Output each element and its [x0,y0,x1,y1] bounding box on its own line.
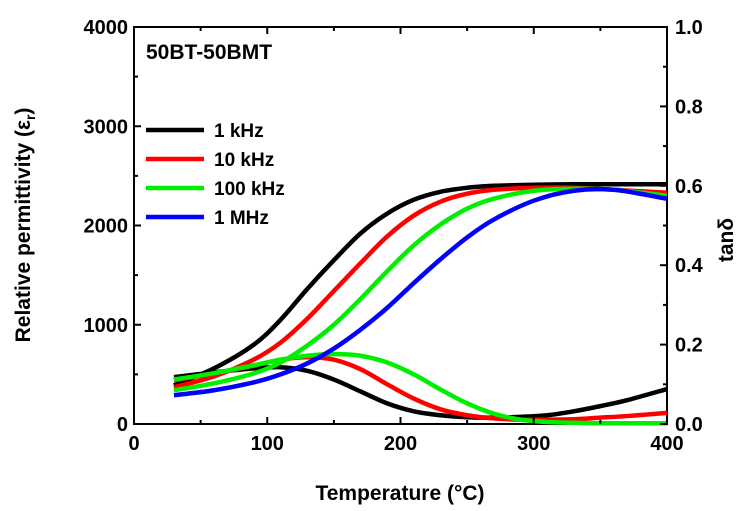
y-left-tick-label: 0 [117,414,128,436]
y-right-tick-label: 0.4 [675,255,704,277]
permittivity-curve-1-mhz [173,186,668,398]
legend-label-100-khz: 100 kHz [214,179,285,200]
y-right-axis-ticks: 0.0 0.2 0.4 0.6 0.8 1.0 [660,17,704,436]
legend: 1 kHz 10 kHz 100 kHz 1 MHz [146,121,285,229]
y-left-tick-label: 4000 [84,17,129,39]
y-left-axis-title: Relative permittivity (εr) [12,108,38,343]
x-tick-label: 400 [650,433,683,455]
legend-label-1-mhz: 1 MHz [214,208,269,229]
tand-curve-100-khz [173,351,667,426]
y-right-tick-label: 1.0 [675,17,703,39]
y-left-axis-title-close: ) [12,108,35,115]
x-tick-label: 300 [517,433,550,455]
y-left-tick-label: 2000 [84,216,129,238]
y-right-tick-label: 0.2 [675,335,703,357]
y-left-tick-label: 1000 [84,315,129,337]
data-curves [173,182,668,426]
y-left-axis-ticks: 0 1000 2000 3000 4000 [84,17,141,436]
y-left-axis-title-main: Relative permittivity (ε [12,120,35,342]
y-right-tick-label: 0.8 [675,96,703,118]
y-left-axis-title-sub: r [22,114,38,120]
y-right-tick-label: 0.0 [675,414,703,436]
y-right-axis-title: tanδ [715,218,738,262]
legend-label-1-khz: 1 kHz [214,121,264,142]
x-tick-label: 100 [251,433,284,455]
legend-label-10-khz: 10 kHz [214,150,274,171]
tand-curve-1-khz [173,364,668,420]
y-left-tick-label: 3000 [84,116,129,138]
x-axis-title: Temperature (°C) [315,482,484,505]
sample-label: 50BT-50BMT [146,41,272,64]
x-tick-label: 200 [384,433,417,455]
x-tick-label: 0 [128,433,139,455]
permittivity-curve-100-khz [173,186,668,393]
permittivity-curve-1-khz [173,182,667,388]
y-right-tick-label: 0.6 [675,176,703,198]
x-axis-ticks: 0 100 200 300 400 [128,27,684,455]
